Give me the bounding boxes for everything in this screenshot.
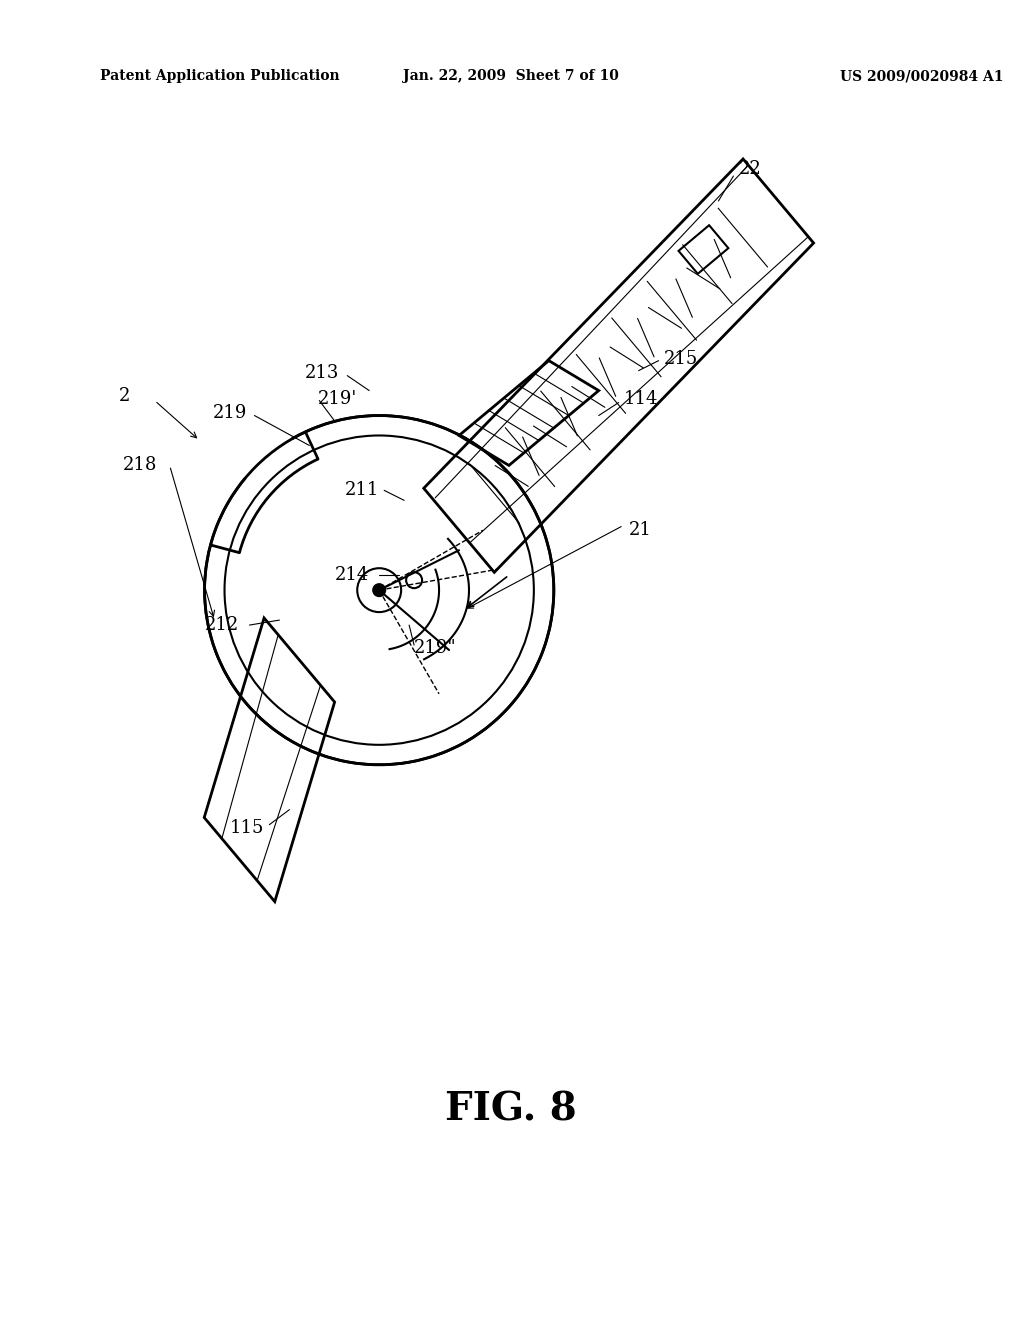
Text: 214: 214 <box>335 566 370 585</box>
Text: 215: 215 <box>664 350 697 368</box>
Text: 22: 22 <box>738 160 761 178</box>
Text: 21: 21 <box>629 521 651 540</box>
Text: 212: 212 <box>205 616 240 634</box>
Text: Jan. 22, 2009  Sheet 7 of 10: Jan. 22, 2009 Sheet 7 of 10 <box>403 69 618 83</box>
Text: 211: 211 <box>345 482 379 499</box>
Circle shape <box>373 585 385 597</box>
Text: 213: 213 <box>305 363 339 381</box>
Bar <box>679 226 728 273</box>
Text: 219': 219' <box>317 389 356 408</box>
Text: 219": 219" <box>414 639 457 657</box>
Text: 218: 218 <box>123 457 158 474</box>
Text: 219: 219 <box>213 404 248 421</box>
Text: US 2009/0020984 A1: US 2009/0020984 A1 <box>841 69 1004 83</box>
Text: Patent Application Publication: Patent Application Publication <box>99 69 339 83</box>
Text: 115: 115 <box>230 818 264 837</box>
Text: 114: 114 <box>624 389 658 408</box>
Text: 2: 2 <box>119 387 130 404</box>
Text: FIG. 8: FIG. 8 <box>445 1090 577 1129</box>
